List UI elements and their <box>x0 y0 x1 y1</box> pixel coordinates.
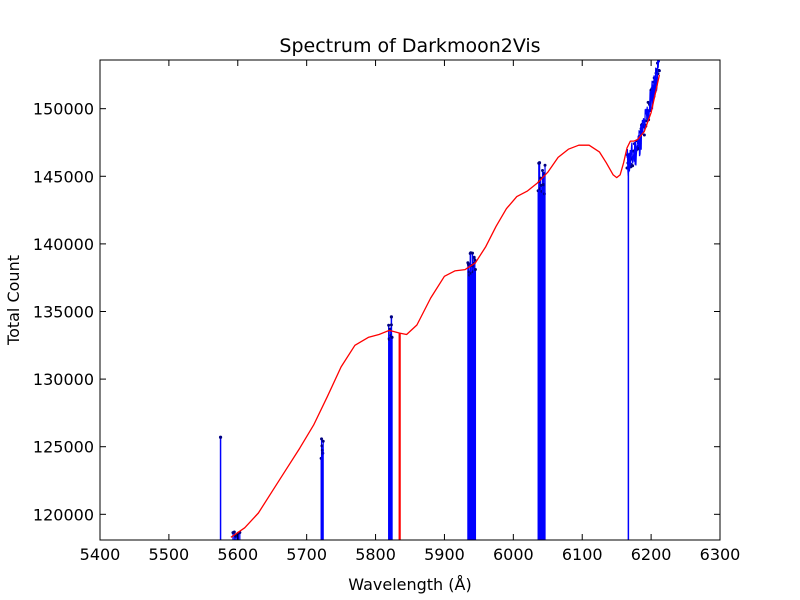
axes-frame <box>99 59 721 541</box>
x-axis-label: Wavelength (Å) <box>348 575 471 594</box>
cluster-2-point-4 <box>389 323 393 327</box>
dense-data-line <box>626 60 660 176</box>
cluster-1-point-1 <box>320 437 324 441</box>
cluster-5-point-37 <box>642 133 646 137</box>
y-tick-label-3: 135000 <box>33 302 94 321</box>
x-tick-label-1: 5500 <box>149 545 190 564</box>
y-tick-label-5: 145000 <box>33 167 94 186</box>
cluster-3-point-13 <box>473 268 477 272</box>
x-tick-label-8: 6200 <box>631 545 672 564</box>
cluster-2-point-5 <box>390 335 394 339</box>
cluster-1-point-5 <box>321 439 325 443</box>
cluster-0-point-1 <box>232 530 236 534</box>
plot-clipped-group <box>218 60 661 540</box>
x-tick-label-6: 6000 <box>493 545 534 564</box>
tick-layer: 5400 5500 5600 5700 5800 5900 6000 6100 6200 6300… <box>33 60 740 564</box>
cluster-3-point-12 <box>473 258 477 262</box>
chart-title: Spectrum of Darkmoon2Vis <box>279 35 540 57</box>
y-tick-label-1: 125000 <box>33 438 94 457</box>
fit-curve <box>230 74 661 538</box>
cluster-5-point-69 <box>657 69 661 73</box>
cluster-5-point-12 <box>631 164 635 168</box>
x-tick-label-5: 5900 <box>424 545 465 564</box>
x-tick-label-2: 5600 <box>217 545 258 564</box>
y-axis-label: Total Count <box>4 255 23 346</box>
y-tick-label-6: 150000 <box>33 100 94 119</box>
cluster-3-point-1 <box>466 262 470 266</box>
cluster-2-point-0 <box>387 323 391 327</box>
data-stem-point-4 <box>472 255 476 260</box>
data-stem-point-0 <box>218 435 223 439</box>
y-tick-label-4: 140000 <box>33 235 94 254</box>
x-tick-label-3: 5700 <box>286 545 327 564</box>
y-tick-label-0: 120000 <box>33 505 94 524</box>
cluster-3-point-8 <box>471 251 475 255</box>
cluster-4-point-11 <box>543 163 547 167</box>
x-tick-label-9: 6300 <box>700 545 741 564</box>
x-tick-label-7: 6100 <box>562 545 603 564</box>
cluster-4-point-7 <box>541 168 545 172</box>
data-stem-point-2 <box>389 315 393 319</box>
cluster-4-point-1 <box>537 161 541 165</box>
x-tick-label-4: 5800 <box>355 545 396 564</box>
x-tick-label-0: 5400 <box>80 545 121 564</box>
y-tick-label-2: 130000 <box>33 370 94 389</box>
plot-layer <box>218 60 661 540</box>
